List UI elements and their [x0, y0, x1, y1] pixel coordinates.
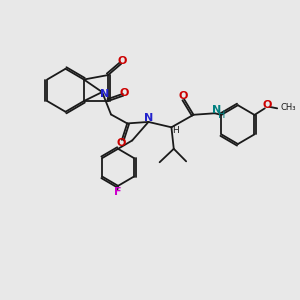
Text: CH₃: CH₃: [281, 103, 296, 112]
Text: O: O: [118, 56, 127, 66]
Text: N: N: [212, 105, 221, 115]
Text: F: F: [114, 187, 121, 197]
Text: N: N: [144, 113, 154, 123]
Text: O: O: [117, 138, 126, 148]
Text: N: N: [100, 89, 109, 100]
Text: O: O: [262, 100, 272, 110]
Text: O: O: [178, 91, 188, 101]
Text: H: H: [172, 126, 179, 135]
Text: H: H: [218, 110, 226, 120]
Text: O: O: [120, 88, 129, 98]
